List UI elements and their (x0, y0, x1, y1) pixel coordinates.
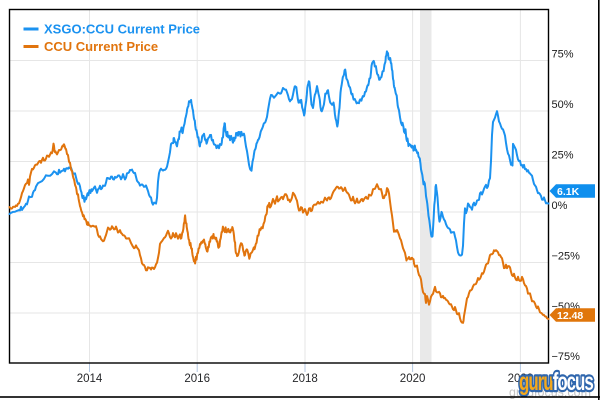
svg-text:25%: 25% (552, 149, 574, 161)
svg-text:6.1K: 6.1K (557, 186, 580, 198)
svg-text:2014: 2014 (77, 373, 103, 385)
svg-text:2020: 2020 (400, 373, 426, 385)
svg-text:−25%: −25% (552, 250, 581, 262)
svg-text:2016: 2016 (184, 373, 210, 385)
svg-text:−75%: −75% (552, 351, 581, 363)
svg-text:12.48: 12.48 (557, 310, 583, 322)
svg-text:focus: focus (553, 368, 593, 396)
svg-text:guru: guru (519, 368, 553, 396)
svg-text:XSGO:CCU Current Price: XSGO:CCU Current Price (44, 22, 200, 37)
svg-text:0%: 0% (552, 200, 568, 212)
svg-text:gurufocus.com: gurufocus.com (509, 386, 591, 400)
svg-text:2018: 2018 (292, 373, 318, 385)
svg-text:CCU Current Price: CCU Current Price (44, 39, 158, 54)
svg-text:75%: 75% (552, 48, 574, 60)
svg-text:2022: 2022 (508, 373, 534, 385)
svg-text:50%: 50% (552, 99, 574, 111)
